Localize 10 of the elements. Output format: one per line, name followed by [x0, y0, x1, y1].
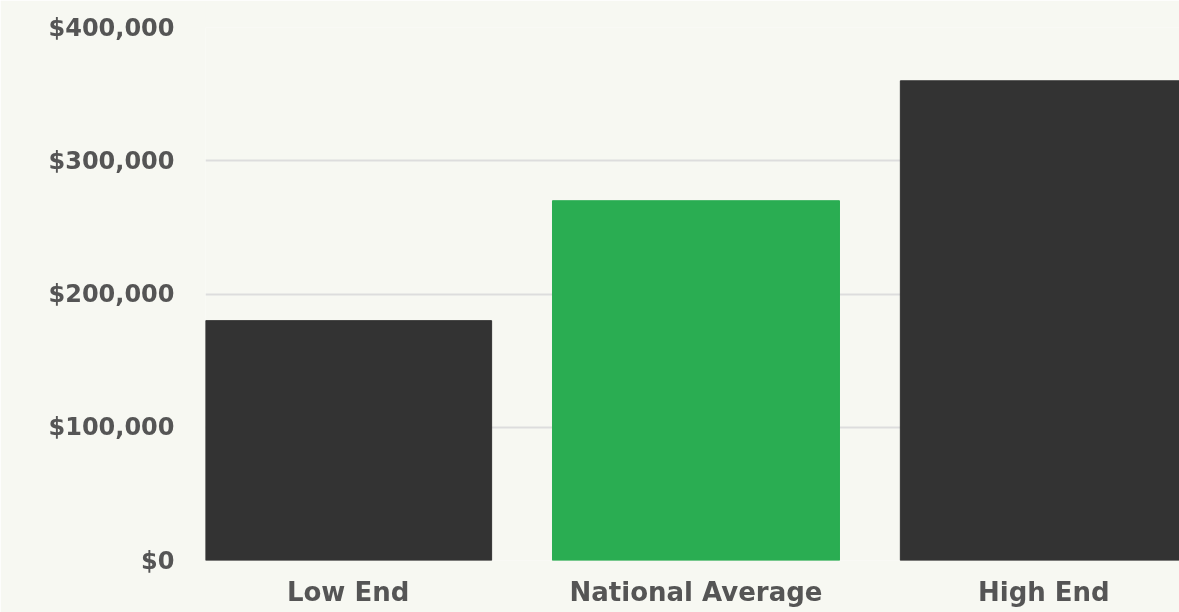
x-tick-label: Low End — [286, 576, 410, 607]
x-tick-label: High End — [977, 576, 1110, 607]
y-tick-label: $0 — [141, 546, 175, 575]
bar — [205, 320, 493, 561]
y-tick-label: $300,000 — [48, 146, 175, 175]
y-tick-label: $200,000 — [48, 280, 175, 308]
x-tick-label: National Average — [569, 576, 823, 607]
bar — [551, 200, 840, 561]
y-tick-label: $400,000 — [48, 13, 175, 42]
y-tick-label: $100,000 — [48, 413, 175, 442]
